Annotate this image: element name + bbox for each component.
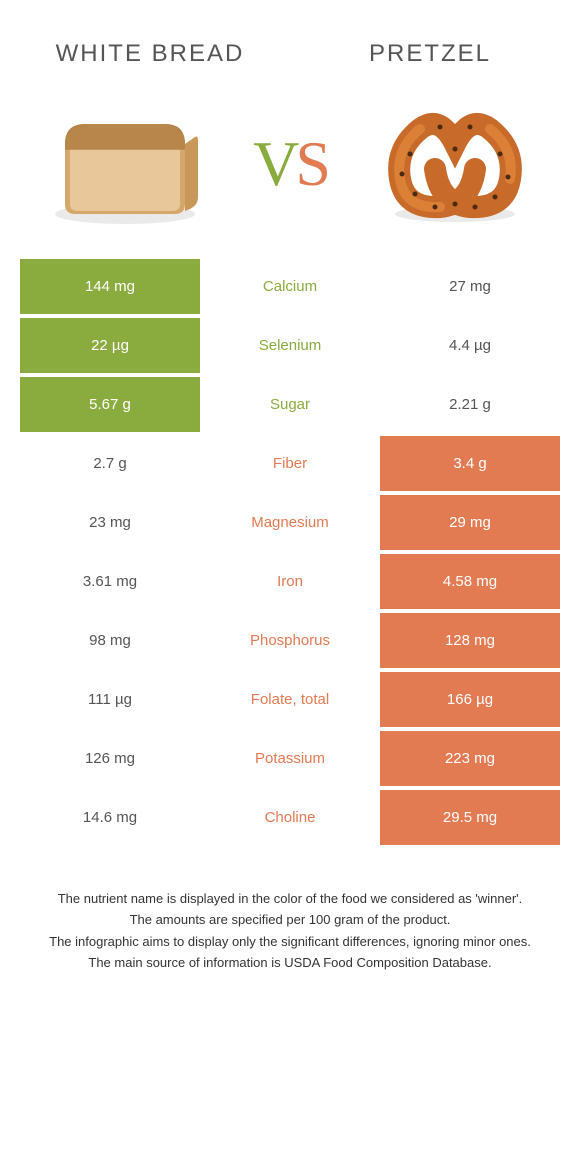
nutrient-label: Sugar: [200, 377, 380, 432]
table-row: 23 mgMagnesium29 mg: [20, 495, 560, 550]
table-row: 14.6 mgCholine29.5 mg: [20, 790, 560, 845]
left-value: 5.67 g: [20, 377, 200, 432]
left-value: 126 mg: [20, 731, 200, 786]
right-value: 128 mg: [380, 613, 560, 668]
pretzel-icon: [370, 99, 540, 229]
footnote-line: The infographic aims to display only the…: [40, 932, 540, 952]
left-value: 3.61 mg: [20, 554, 200, 609]
nutrient-label: Fiber: [200, 436, 380, 491]
table-row: 5.67 gSugar2.21 g: [20, 377, 560, 432]
footnotes: The nutrient name is displayed in the co…: [0, 849, 580, 973]
table-row: 111 µgFolate, total166 µg: [20, 672, 560, 727]
header: White Bread Pretzel: [0, 0, 580, 79]
right-value: 4.58 mg: [380, 554, 560, 609]
right-value: 3.4 g: [380, 436, 560, 491]
vs-s: S: [295, 128, 327, 199]
table-row: 22 µgSelenium4.4 µg: [20, 318, 560, 373]
left-value: 111 µg: [20, 672, 200, 727]
nutrient-label: Selenium: [200, 318, 380, 373]
left-food-title: White Bread: [50, 40, 250, 69]
nutrient-label: Magnesium: [200, 495, 380, 550]
nutrient-label: Folate, total: [200, 672, 380, 727]
left-value: 22 µg: [20, 318, 200, 373]
footnote-line: The main source of information is USDA F…: [40, 953, 540, 973]
table-row: 2.7 gFiber3.4 g: [20, 436, 560, 491]
left-value: 23 mg: [20, 495, 200, 550]
images-row: VS: [0, 79, 580, 259]
right-value: 166 µg: [380, 672, 560, 727]
footnote-line: The nutrient name is displayed in the co…: [40, 889, 540, 909]
right-value: 29.5 mg: [380, 790, 560, 845]
right-food-title: Pretzel: [330, 40, 530, 69]
table-row: 144 mgCalcium27 mg: [20, 259, 560, 314]
left-value: 2.7 g: [20, 436, 200, 491]
footnote-line: The amounts are specified per 100 gram o…: [40, 910, 540, 930]
left-value: 14.6 mg: [20, 790, 200, 845]
right-value: 29 mg: [380, 495, 560, 550]
nutrient-label: Phosphorus: [200, 613, 380, 668]
nutrient-label: Iron: [200, 554, 380, 609]
right-value: 2.21 g: [380, 377, 560, 432]
bread-icon: [40, 99, 210, 229]
vs-label: VS: [253, 127, 327, 201]
table-row: 98 mgPhosphorus128 mg: [20, 613, 560, 668]
right-value: 4.4 µg: [380, 318, 560, 373]
nutrient-label: Calcium: [200, 259, 380, 314]
left-value: 144 mg: [20, 259, 200, 314]
right-value: 223 mg: [380, 731, 560, 786]
right-value: 27 mg: [380, 259, 560, 314]
vs-v: V: [253, 128, 295, 199]
nutrient-label: Choline: [200, 790, 380, 845]
table-row: 3.61 mgIron4.58 mg: [20, 554, 560, 609]
table-row: 126 mgPotassium223 mg: [20, 731, 560, 786]
nutrient-table: 144 mgCalcium27 mg22 µgSelenium4.4 µg5.6…: [0, 259, 580, 845]
nutrient-label: Potassium: [200, 731, 380, 786]
left-value: 98 mg: [20, 613, 200, 668]
